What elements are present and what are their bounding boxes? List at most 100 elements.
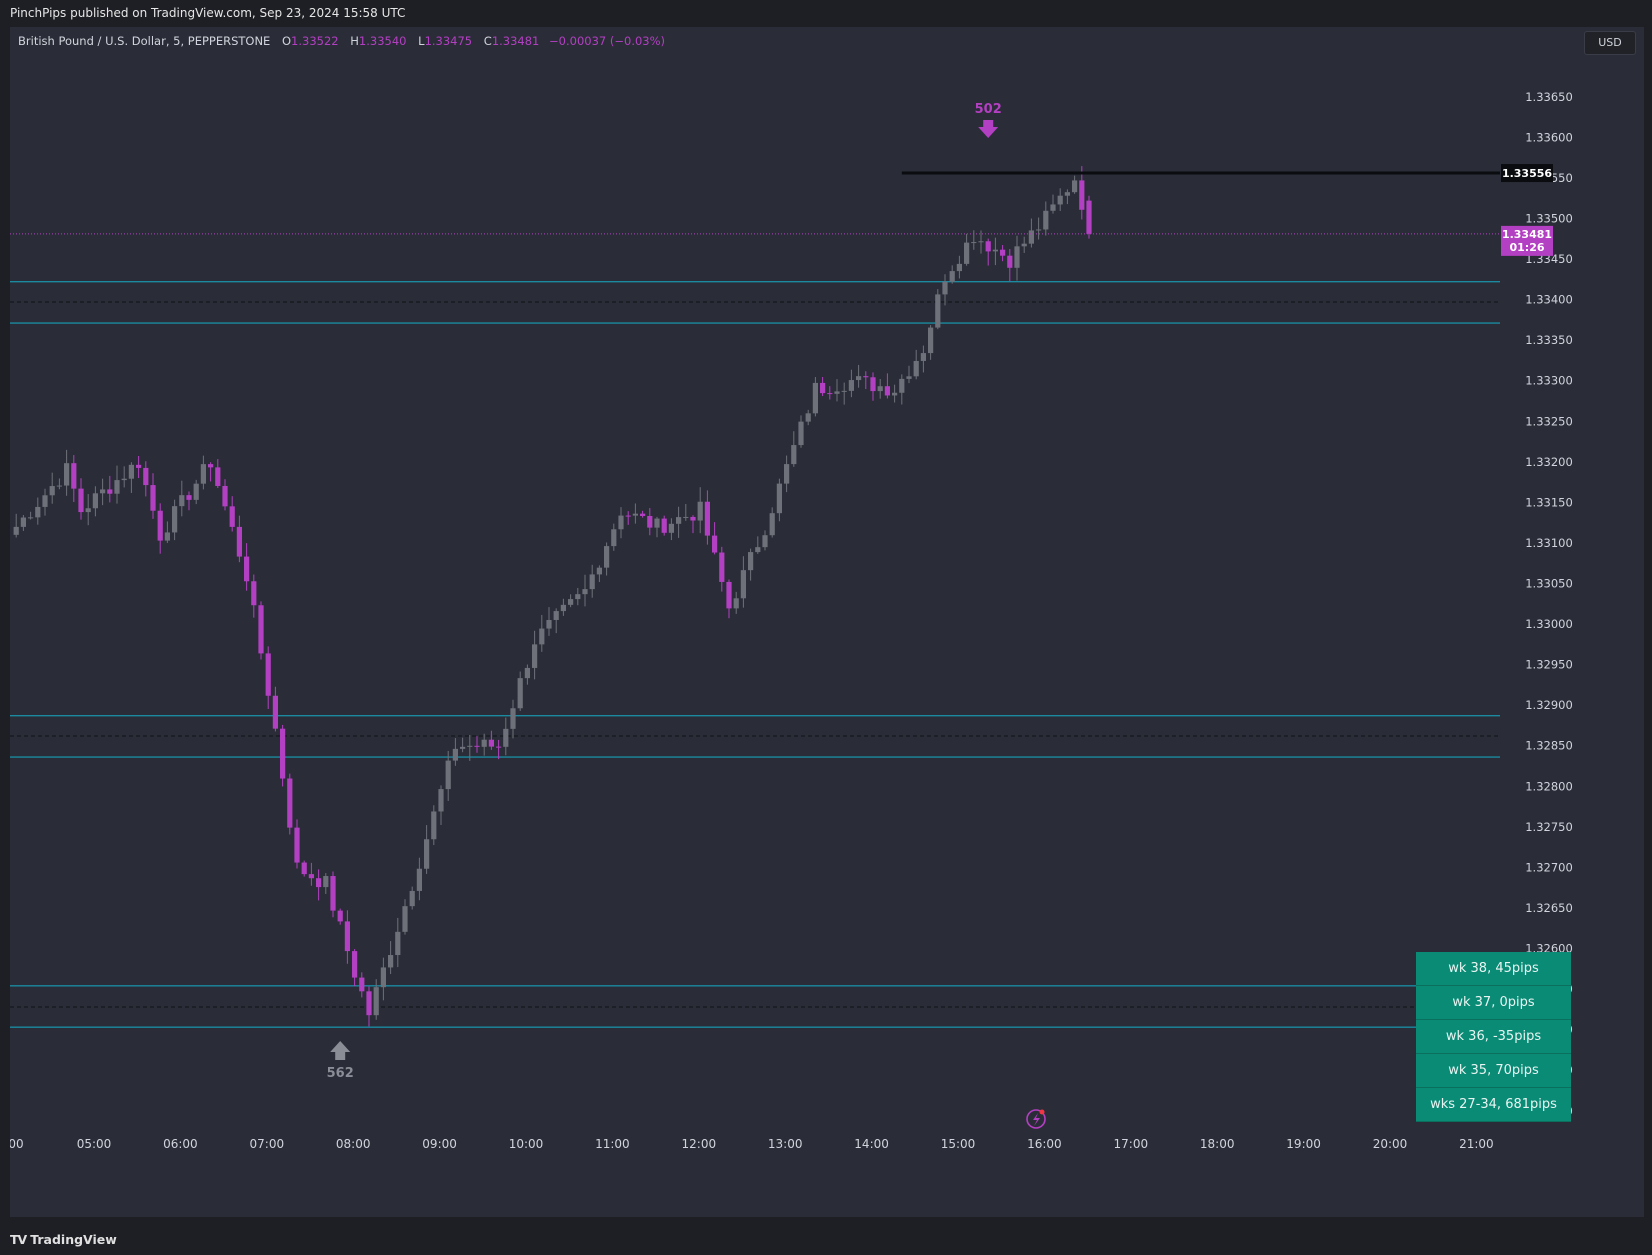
candle: [200, 455, 206, 490]
notification-dot-icon: [1039, 1109, 1045, 1115]
time-tick-label: 10:00: [509, 1137, 544, 1151]
time-tick-label: 19:00: [1286, 1137, 1321, 1151]
price-tick-label: 1.33050: [1525, 577, 1573, 591]
candle: [272, 686, 278, 732]
candle-body: [136, 464, 142, 468]
candle: [776, 478, 782, 522]
candle-body: [539, 628, 545, 645]
candle-body: [236, 526, 242, 557]
candle-body: [704, 501, 710, 536]
candle: [532, 630, 538, 680]
candle-body: [611, 529, 617, 547]
candle-body: [553, 611, 559, 620]
price-tick-label: 1.33500: [1525, 211, 1573, 225]
candle-body: [697, 501, 703, 521]
open-label: O: [281, 34, 292, 48]
candle-body: [798, 421, 804, 446]
candle-body: [755, 547, 761, 553]
bar-countdown-label: 01:26: [1509, 241, 1544, 254]
candle-body: [848, 380, 854, 391]
candle-body: [604, 546, 610, 568]
candle-body: [906, 376, 912, 379]
symbol-title[interactable]: British Pound / U.S. Dollar, 5, PEPPERST…: [18, 34, 271, 48]
candle-body: [424, 839, 430, 869]
candle: [294, 819, 300, 869]
candle-body: [258, 605, 264, 654]
high-value: 1.33540: [358, 34, 407, 48]
candle: [1043, 201, 1049, 236]
candle-body: [337, 910, 343, 922]
time-tick-label: 09:00: [422, 1137, 457, 1151]
time-tick-label: 15:00: [941, 1137, 976, 1151]
candle: [632, 503, 638, 524]
candle: [978, 230, 984, 254]
candle: [330, 871, 336, 918]
candle: [395, 917, 401, 968]
candle: [596, 565, 602, 583]
footer-brand[interactable]: TV TradingView: [10, 1232, 117, 1247]
candle: [856, 364, 862, 388]
time-tick-label: 06:00: [163, 1137, 198, 1151]
candle-body: [1007, 255, 1013, 268]
candle: [258, 601, 264, 660]
candle: [906, 365, 912, 384]
candle-body: [769, 513, 775, 536]
time-tick-label: 17:00: [1114, 1137, 1149, 1151]
overlays-layer: 502 562: [10, 102, 1500, 1081]
candle-body: [985, 241, 991, 252]
candle: [1021, 236, 1027, 253]
candle: [1079, 166, 1085, 220]
candle-body: [380, 967, 386, 988]
candle: [820, 377, 826, 397]
candle: [316, 869, 322, 901]
candle-body: [460, 746, 466, 749]
candle-body: [913, 360, 919, 377]
candle: [827, 386, 833, 400]
candle-body: [582, 589, 588, 595]
candle-body: [1050, 204, 1056, 211]
candle: [863, 371, 869, 390]
candle-body: [13, 526, 19, 535]
candle-body: [1014, 246, 1020, 268]
time-tick-label: 13:00: [768, 1137, 803, 1151]
candle-body: [884, 386, 890, 396]
candle-body: [740, 570, 746, 599]
candle: [92, 486, 98, 517]
candle: [676, 506, 682, 538]
candle-body: [546, 619, 552, 629]
price-tick-label: 1.32850: [1525, 739, 1573, 753]
candle-body: [92, 493, 98, 509]
currency-button[interactable]: USD: [1584, 31, 1636, 55]
candle-body: [20, 517, 26, 527]
candle-body: [488, 739, 494, 747]
candle: [762, 530, 768, 551]
price-tick-label: 1.32900: [1525, 698, 1573, 712]
candle-body: [359, 977, 365, 992]
candle-body: [71, 463, 77, 489]
candle: [251, 574, 257, 618]
candle: [100, 478, 106, 506]
price-tick-label: 1.33350: [1525, 333, 1573, 347]
price-tick-label: 1.32950: [1525, 658, 1573, 672]
candle-body: [280, 728, 286, 779]
candle: [496, 739, 502, 760]
candle: [172, 499, 178, 541]
candle-body: [402, 906, 408, 932]
weekly-pips-row: wk 38, 45pips: [1416, 952, 1571, 986]
candle: [618, 507, 624, 539]
candle: [424, 825, 430, 874]
last-price-tag: [1501, 225, 1553, 256]
time-tick-label: 07:00: [250, 1137, 285, 1151]
candle-body: [35, 506, 41, 518]
lightning-bolt-icon: [1033, 1113, 1040, 1126]
candle: [474, 736, 480, 753]
candle: [388, 941, 394, 975]
candle: [35, 497, 41, 525]
candle-body: [294, 827, 300, 863]
time-axis: 00 05:00 06:00 07:00 08:00 09:00 10:00 11:00 12:…: [10, 1109, 1494, 1151]
candle: [841, 382, 847, 405]
candle: [560, 598, 566, 616]
candle-body: [1021, 243, 1027, 247]
